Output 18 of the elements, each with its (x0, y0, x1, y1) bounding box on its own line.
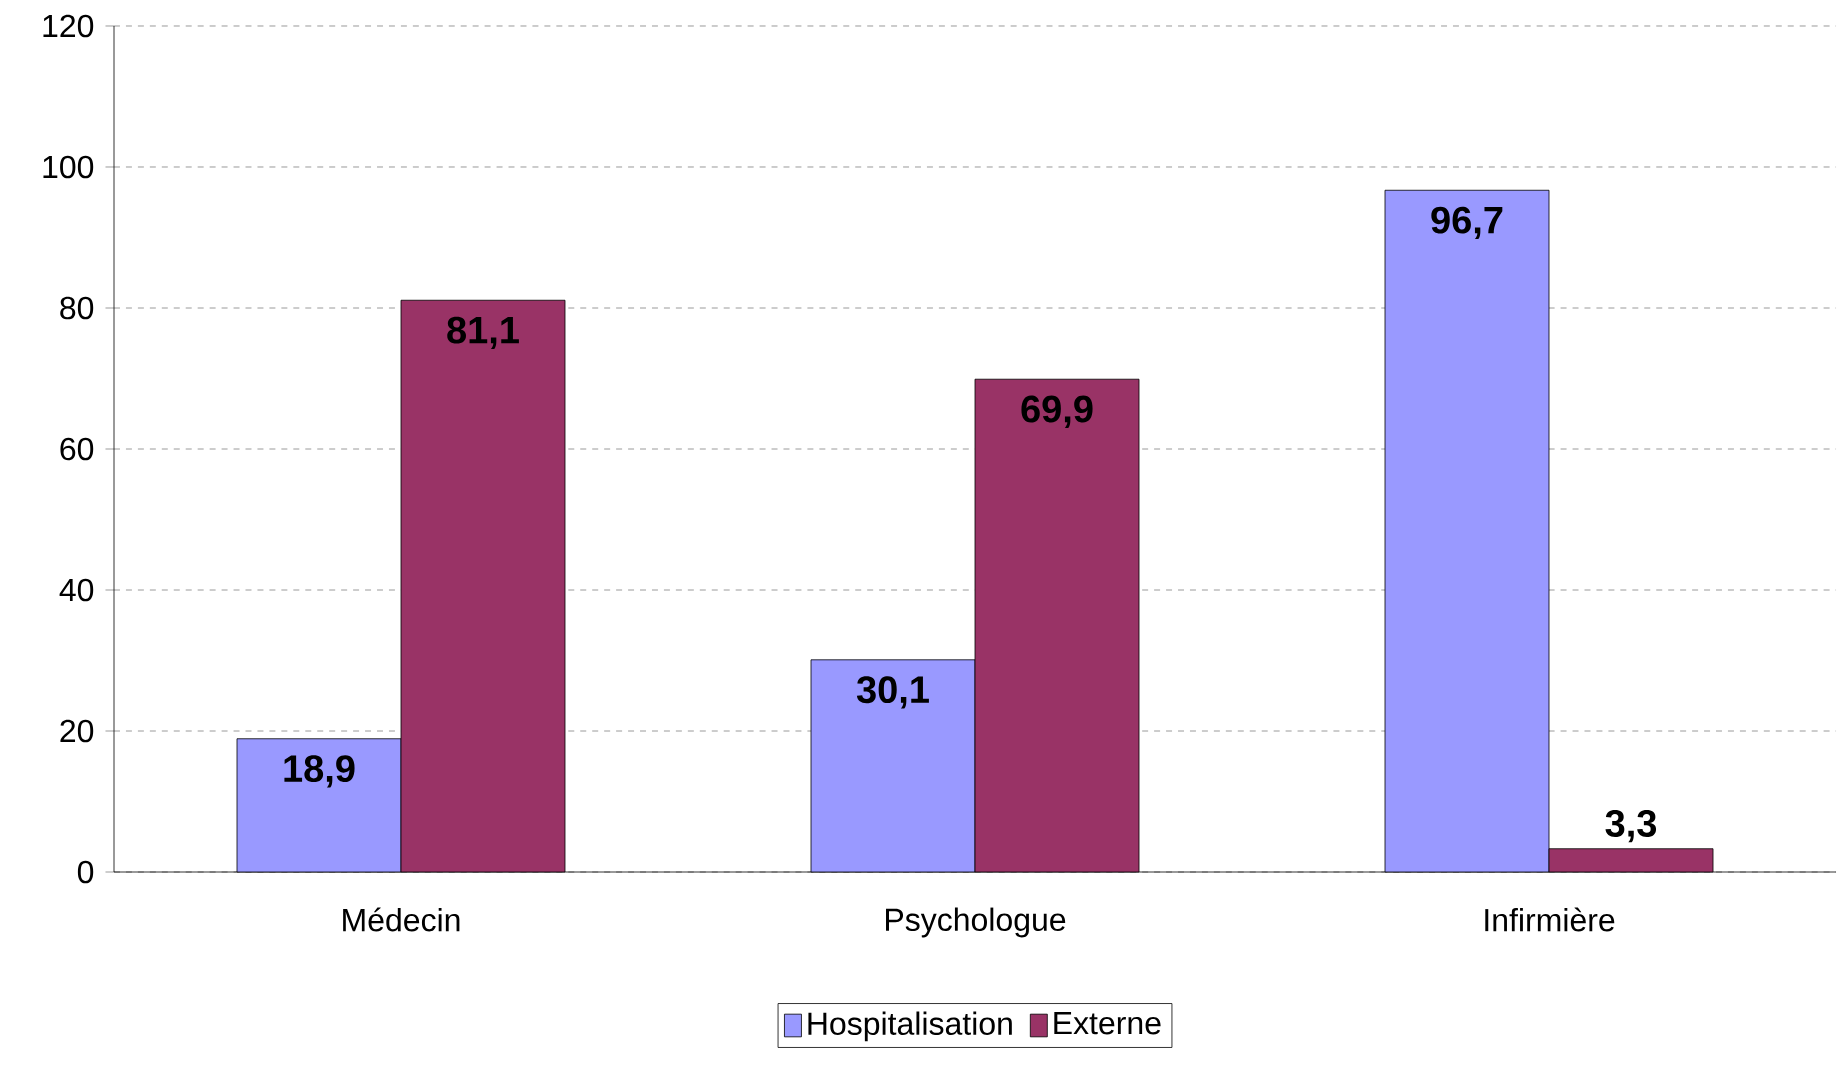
legend-label: Externe (1054, 1012, 1161, 1035)
data-label: 96,7 (1431, 206, 1503, 240)
y-tick-label: 40 (59, 578, 94, 602)
data-label: 30,1 (856, 676, 929, 709)
x-tick-label: Psychologue (886, 907, 1066, 938)
data-label: 3,3 (1605, 809, 1657, 843)
data-label: 18,9 (284, 755, 355, 788)
legend-label: Hospitalisation (808, 1011, 1012, 1042)
y-tick-label: 120 (43, 14, 94, 38)
y-tick-label: 80 (60, 296, 94, 320)
y-tick-label: 0 (77, 860, 94, 884)
data-label: 69,9 (1021, 395, 1093, 429)
y-tick-label: 20 (60, 719, 94, 743)
data-label: 81,1 (447, 316, 519, 350)
y-tick-label: 100 (43, 155, 94, 179)
x-tick-label: Infirmière (1485, 907, 1615, 932)
y-tick-label: 60 (60, 437, 94, 461)
x-tick-label: Médecin (343, 907, 460, 932)
